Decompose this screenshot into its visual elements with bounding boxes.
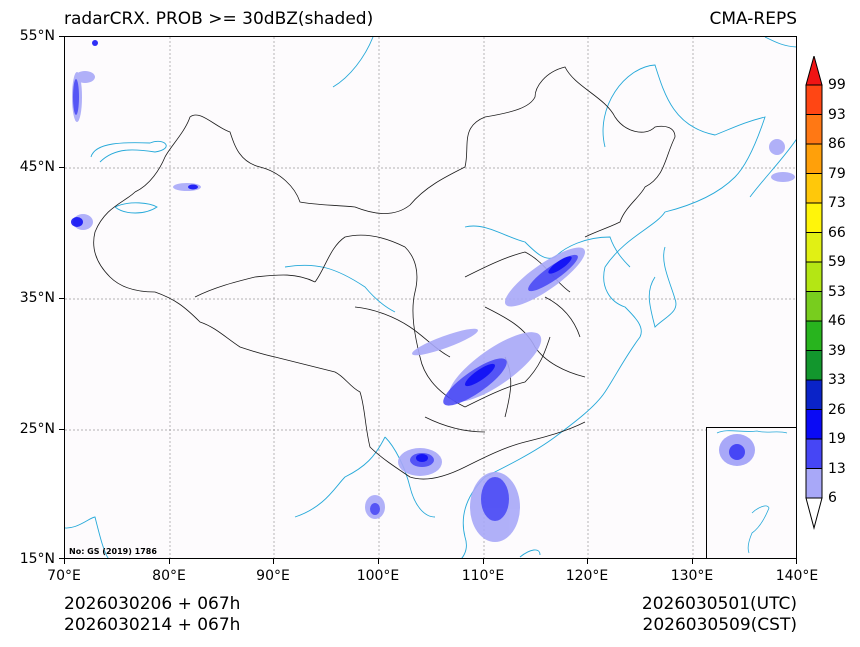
gridlines <box>65 37 796 558</box>
lon-label-140: 140°E <box>775 568 819 584</box>
valid-time-cst: 2026030509(CST) <box>642 615 797 635</box>
lon-label-90: 90°E <box>256 568 290 584</box>
colorbar-min-arrow <box>805 497 823 530</box>
y-tick <box>59 558 64 559</box>
south-china-sea-inset <box>706 427 796 558</box>
x-tick <box>796 559 797 564</box>
x-tick <box>64 559 65 564</box>
colorbar-swatches <box>805 56 823 530</box>
lon-label-80: 80°E <box>152 568 186 584</box>
colorbar-max-arrow <box>805 56 823 86</box>
x-tick <box>692 559 693 564</box>
x-tick <box>169 559 170 564</box>
coastlines <box>65 37 796 558</box>
lon-label-110: 110°E <box>461 568 505 584</box>
x-tick <box>273 559 274 564</box>
y-tick <box>59 298 64 299</box>
y-tick <box>59 36 64 37</box>
x-tick <box>483 559 484 564</box>
map-panel[interactable]: No: GS (2019) 1786 <box>64 36 797 559</box>
lon-label-100: 100°E <box>356 568 400 584</box>
y-tick <box>59 429 64 430</box>
map-canvas <box>65 37 796 558</box>
lon-label-70: 70°E <box>47 568 81 584</box>
inset-canvas <box>716 430 788 554</box>
x-tick <box>378 559 379 564</box>
valid-time-utc: 2026030501(UTC) <box>641 594 797 614</box>
lat-label-15: 15°N <box>19 551 55 567</box>
model-name: CMA-REPS <box>709 9 797 29</box>
map-approval-number: No: GS (2019) 1786 <box>69 547 157 556</box>
lat-label-35: 35°N <box>19 290 55 306</box>
lat-label-45: 45°N <box>19 159 55 175</box>
x-tick <box>587 559 588 564</box>
y-tick <box>59 167 64 168</box>
lat-label-55: 55°N <box>19 28 55 44</box>
lat-label-25: 25°N <box>19 421 55 437</box>
prob-shading <box>71 40 795 542</box>
lon-label-130: 130°E <box>670 568 714 584</box>
init-time-cst: 2026030214 + 067h <box>64 615 241 635</box>
init-time-utc: 2026030206 + 067h <box>64 594 241 614</box>
lon-label-120: 120°E <box>565 568 609 584</box>
map-title: radarCRX. PROB >= 30dBZ(shaded) <box>64 9 374 29</box>
